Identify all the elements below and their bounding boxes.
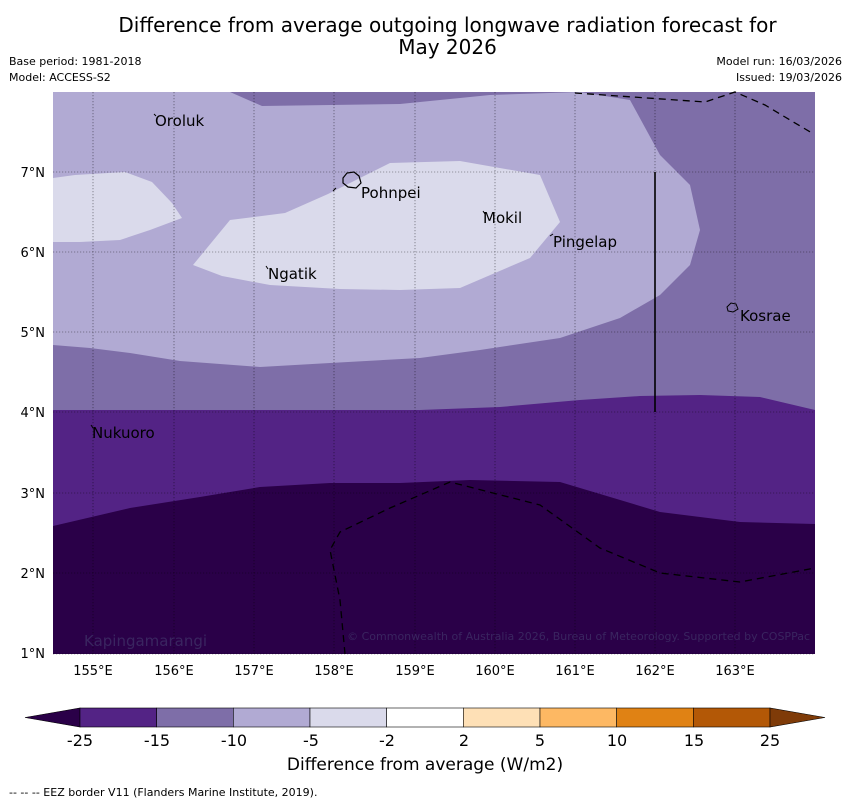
- pohnpei-island: [342, 171, 362, 189]
- place-label: Pingelap: [553, 233, 617, 251]
- colorbar-tick: -10: [221, 731, 247, 750]
- colorbar-tick: -25: [67, 731, 93, 750]
- place-label: Kapingamarangi: [84, 632, 207, 650]
- map: Oroluk Pohnpei Mokil Pingelap Ngatik Kos…: [21, 91, 816, 679]
- eez-border-south: [329, 481, 816, 655]
- colorbar-tick: 15: [684, 731, 704, 750]
- lon-label: 160°E: [475, 664, 515, 679]
- eez-legend-note: -- -- -- EEZ border V11 (Flanders Marine…: [9, 786, 318, 799]
- colorbar-swatch: [693, 707, 771, 728]
- place-label: Mokil: [483, 209, 522, 227]
- colorbar-tick: -5: [303, 731, 319, 750]
- lon-label: 161°E: [555, 664, 595, 679]
- lat-label: 4°N: [21, 406, 46, 421]
- lat-label: 6°N: [21, 246, 46, 261]
- place-label: Nukuoro: [92, 424, 155, 442]
- lon-label: 162°E: [635, 664, 675, 679]
- lat-label: 5°N: [21, 326, 46, 341]
- lat-label: 1°N: [21, 647, 46, 662]
- atoll-marks: [90, 113, 554, 429]
- colorbar-swatches: [24, 707, 826, 728]
- colorbar-swatch: [463, 707, 541, 728]
- colorbar-tick: 2: [459, 731, 469, 750]
- lon-label: 159°E: [395, 664, 435, 679]
- lon-label: 163°E: [715, 664, 755, 679]
- colorbar-tick: 25: [760, 731, 780, 750]
- colorbar-extend-high: [769, 707, 826, 728]
- colorbar-swatch: [309, 707, 387, 728]
- gridlines: [53, 92, 815, 655]
- meta-right: Model run: 16/03/2026 Issued: 19/03/2026: [716, 54, 842, 86]
- lon-label: 157°E: [234, 664, 274, 679]
- place-label: Pohnpei: [361, 184, 421, 202]
- lat-label: 7°N: [21, 166, 46, 181]
- colorbar-tick: 10: [607, 731, 627, 750]
- colorbar-label: Difference from average (W/m2): [286, 755, 564, 775]
- place-label: Ngatik: [268, 265, 317, 283]
- copyright-text: © Commonwealth of Australia 2026, Bureau…: [347, 630, 810, 643]
- chart-title: Difference from average outgoing longwav…: [0, 14, 850, 58]
- colorbar-swatch: [616, 707, 694, 728]
- colorbar-extend-low: [24, 707, 81, 728]
- lat-label: 2°N: [21, 567, 46, 582]
- colorbar-tick: -15: [144, 731, 170, 750]
- colorbar: -25 -15 -10 -5 -2 2 5 10 15 25: [24, 707, 826, 750]
- place-label: Kosrae: [740, 307, 791, 325]
- band-5-2-central: [193, 161, 560, 290]
- lat-axis: 7°N 6°N 5°N 4°N 3°N 2°N 1°N: [21, 166, 46, 662]
- colorbar-swatch: [156, 707, 234, 728]
- base-period: Base period: 1981-2018: [9, 55, 142, 68]
- kosrae-island: [726, 302, 739, 313]
- eez-border-north: [574, 91, 813, 134]
- colorbar-tick: 5: [535, 731, 545, 750]
- model-name: Model: ACCESS-S2: [9, 71, 111, 84]
- map-field: [53, 92, 815, 654]
- lat-label: 3°N: [21, 487, 46, 502]
- colorbar-swatch: [539, 707, 617, 728]
- band-5-2-west: [53, 172, 182, 242]
- lon-label: 156°E: [154, 664, 194, 679]
- title-line-1: Difference from average outgoing longwav…: [118, 13, 777, 37]
- issued-date: Issued: 19/03/2026: [735, 71, 842, 84]
- place-label: Oroluk: [155, 112, 204, 130]
- colorbar-swatch: [386, 707, 464, 728]
- lon-label: 158°E: [314, 664, 354, 679]
- eez-borders: [329, 91, 816, 655]
- model-run: Model run: 16/03/2026: [716, 55, 842, 68]
- colorbar-swatch: [79, 707, 157, 728]
- lon-axis: 155°E 156°E 157°E 158°E 159°E 160°E 161°…: [73, 664, 755, 679]
- meta-left: Base period: 1981-2018 Model: ACCESS-S2: [9, 54, 141, 86]
- lon-label: 155°E: [73, 664, 113, 679]
- colorbar-ticks: -25 -15 -10 -5 -2 2 5 10 15 25: [67, 731, 780, 750]
- colorbar-swatch: [233, 707, 311, 728]
- title-line-2: May 2026: [398, 35, 497, 59]
- colorbar-tick: -2: [379, 731, 395, 750]
